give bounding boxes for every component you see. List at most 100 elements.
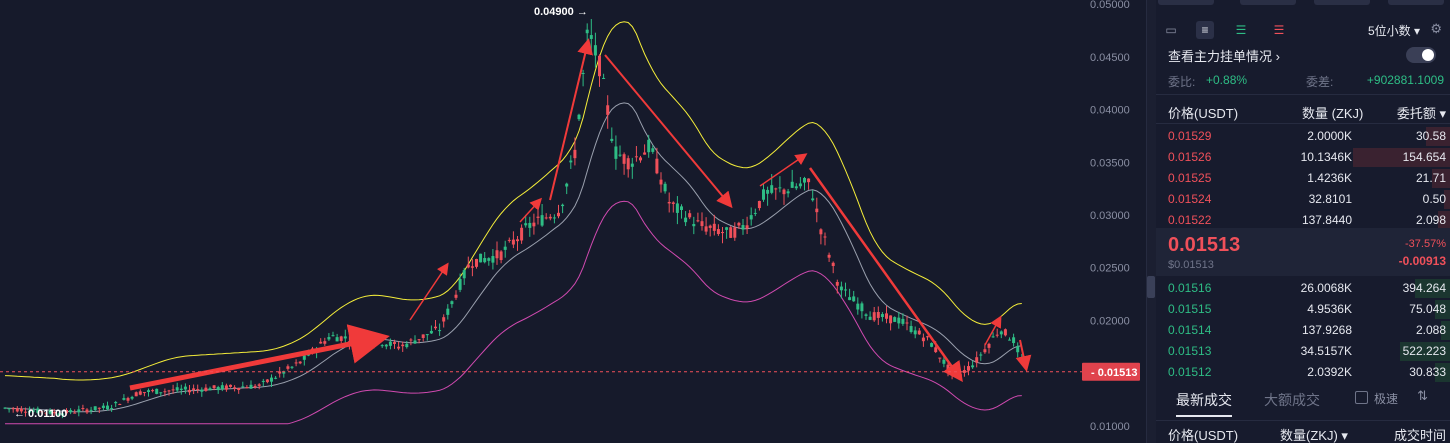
candle-body bbox=[979, 354, 983, 356]
chevron-down-icon: ▾ bbox=[1439, 106, 1446, 121]
candle-body bbox=[425, 334, 429, 336]
candle-body bbox=[913, 330, 917, 335]
candle-body bbox=[294, 362, 298, 364]
candle-body bbox=[598, 55, 601, 77]
candle-body bbox=[36, 408, 40, 413]
top-button[interactable] bbox=[1388, 0, 1444, 5]
list-icon[interactable]: ☰ bbox=[1273, 23, 1285, 37]
candle-body bbox=[97, 407, 101, 409]
last-price-box: 0.01513 $0.01513 -37.57% -0.00913 bbox=[1156, 228, 1450, 276]
order-book-bids-icon[interactable]: ≡ bbox=[1196, 21, 1214, 39]
ask-row[interactable]: 0.01522 137.8440 2.098 bbox=[1156, 210, 1450, 231]
bid-row[interactable]: 0.01514 137.9268 2.088 bbox=[1156, 320, 1450, 341]
candle-body bbox=[725, 227, 729, 230]
chevron-right-icon: › bbox=[1275, 49, 1280, 64]
candle-body bbox=[224, 385, 228, 390]
candle-body bbox=[458, 279, 462, 290]
candle-body bbox=[212, 385, 216, 389]
candle-body bbox=[503, 246, 507, 250]
candle-body bbox=[807, 178, 811, 183]
candle-body bbox=[516, 239, 519, 242]
candle-body bbox=[11, 408, 15, 410]
candle-body bbox=[766, 189, 770, 194]
top-button[interactable] bbox=[1314, 0, 1370, 5]
candle-body bbox=[827, 254, 831, 258]
bid-price: 0.01514 bbox=[1168, 323, 1212, 337]
ask-row[interactable]: 0.01525 1.4236K 21.71 bbox=[1156, 168, 1450, 189]
candle-body bbox=[237, 388, 241, 391]
candle-body bbox=[233, 387, 237, 389]
bid-row[interactable]: 0.01512 2.0392K 30.833 bbox=[1156, 362, 1450, 383]
ask-qty: 32.8101 bbox=[1308, 192, 1352, 206]
bid-row[interactable]: 0.01516 26.0068K 394.264 bbox=[1156, 278, 1450, 299]
candle-body bbox=[298, 361, 302, 364]
candle-body bbox=[24, 411, 27, 413]
candle-body bbox=[151, 390, 155, 392]
ask-total: 0.50 bbox=[1422, 192, 1446, 206]
candle-body bbox=[885, 313, 888, 319]
ask-row[interactable]: 0.01529 2.0000K 30.58 bbox=[1156, 126, 1450, 147]
bid-row[interactable]: 0.01515 4.9536K 75.048 bbox=[1156, 299, 1450, 320]
filter-icon[interactable]: ⇅ bbox=[1417, 388, 1428, 403]
candle-body bbox=[302, 355, 306, 360]
whale-orders-link[interactable]: 查看主力挂单情况 › bbox=[1168, 49, 1280, 64]
top-button[interactable] bbox=[1240, 0, 1296, 5]
candle-body bbox=[647, 139, 651, 153]
bid-total: 30.833 bbox=[1409, 365, 1446, 379]
candle-body bbox=[651, 148, 655, 152]
gear-icon[interactable]: ⚙ bbox=[1430, 21, 1442, 36]
candle-body bbox=[704, 226, 708, 232]
bid-row[interactable]: 0.01513 34.5157K 522.223 bbox=[1156, 341, 1450, 362]
ask-total: 30.58 bbox=[1415, 129, 1446, 143]
ask-price: 0.01529 bbox=[1168, 129, 1212, 143]
candle-body bbox=[663, 183, 667, 192]
candle-body bbox=[880, 314, 884, 317]
current-price-tag-text: - 0.01513 bbox=[1091, 367, 1137, 379]
ask-row[interactable]: 0.01526 10.1346K 154.654 bbox=[1156, 147, 1450, 168]
col-total-header[interactable]: 委托额 ▾ bbox=[1396, 106, 1446, 121]
bid-price: 0.01515 bbox=[1168, 302, 1212, 316]
y-axis-tick: 0.04500 bbox=[1090, 52, 1130, 64]
tab-latest-trades[interactable]: 最新成交 bbox=[1176, 392, 1232, 408]
candle-body bbox=[401, 344, 405, 347]
kline-chart[interactable]: 0.05000 0.04500 0.04000 0.03500 0.03000 0.025… bbox=[0, 0, 1146, 443]
candlestick-chart-svg[interactable]: 0.05000 0.04500 0.04000 0.03500 0.03000 0.025… bbox=[0, 0, 1146, 443]
order-book-asks-icon[interactable]: ☰ bbox=[1235, 23, 1247, 37]
tab-large-trades[interactable]: 大额成交 bbox=[1264, 392, 1320, 408]
panel-divider[interactable] bbox=[1146, 0, 1157, 443]
candle-body bbox=[93, 406, 97, 411]
trades-col-qty[interactable]: 数量(ZKJ) ▾ bbox=[1280, 428, 1348, 443]
candle-body bbox=[602, 77, 606, 79]
decimals-select[interactable]: 5位小数 ▾ bbox=[1367, 24, 1420, 38]
candle-body bbox=[737, 222, 741, 226]
trend-arrow bbox=[604, 54, 733, 209]
candle-body bbox=[138, 391, 142, 395]
candle-body bbox=[229, 384, 232, 387]
candle-body bbox=[106, 405, 109, 410]
ratio-label: 委比: bbox=[1168, 75, 1196, 89]
candle-body bbox=[101, 405, 105, 408]
trend-arrow bbox=[1015, 339, 1032, 372]
fast-checkbox[interactable] bbox=[1355, 391, 1368, 404]
ask-row[interactable]: 0.01524 32.8101 0.50 bbox=[1156, 189, 1450, 210]
candle-body bbox=[278, 371, 282, 374]
candle-body bbox=[171, 389, 175, 391]
collapse-handle[interactable] bbox=[1147, 276, 1155, 298]
whale-orders-toggle[interactable] bbox=[1406, 47, 1436, 63]
candle-body bbox=[565, 183, 569, 187]
candle-body bbox=[696, 220, 700, 222]
candle-body bbox=[569, 160, 573, 163]
top-button[interactable] bbox=[1158, 0, 1214, 5]
candle-body bbox=[540, 215, 544, 226]
candle-body bbox=[44, 412, 48, 414]
y-axis-tick: 0.05000 bbox=[1090, 0, 1130, 11]
candle-body bbox=[561, 204, 565, 207]
candle-body bbox=[204, 387, 208, 391]
candle-body bbox=[581, 73, 585, 75]
candle-body bbox=[975, 357, 979, 363]
candle-body bbox=[507, 239, 511, 241]
candle-body bbox=[475, 258, 478, 267]
bollinger-upper-band bbox=[4, 21, 1022, 381]
candle-body bbox=[429, 330, 433, 334]
order-book-both-icon[interactable]: ▭ bbox=[1165, 23, 1177, 37]
